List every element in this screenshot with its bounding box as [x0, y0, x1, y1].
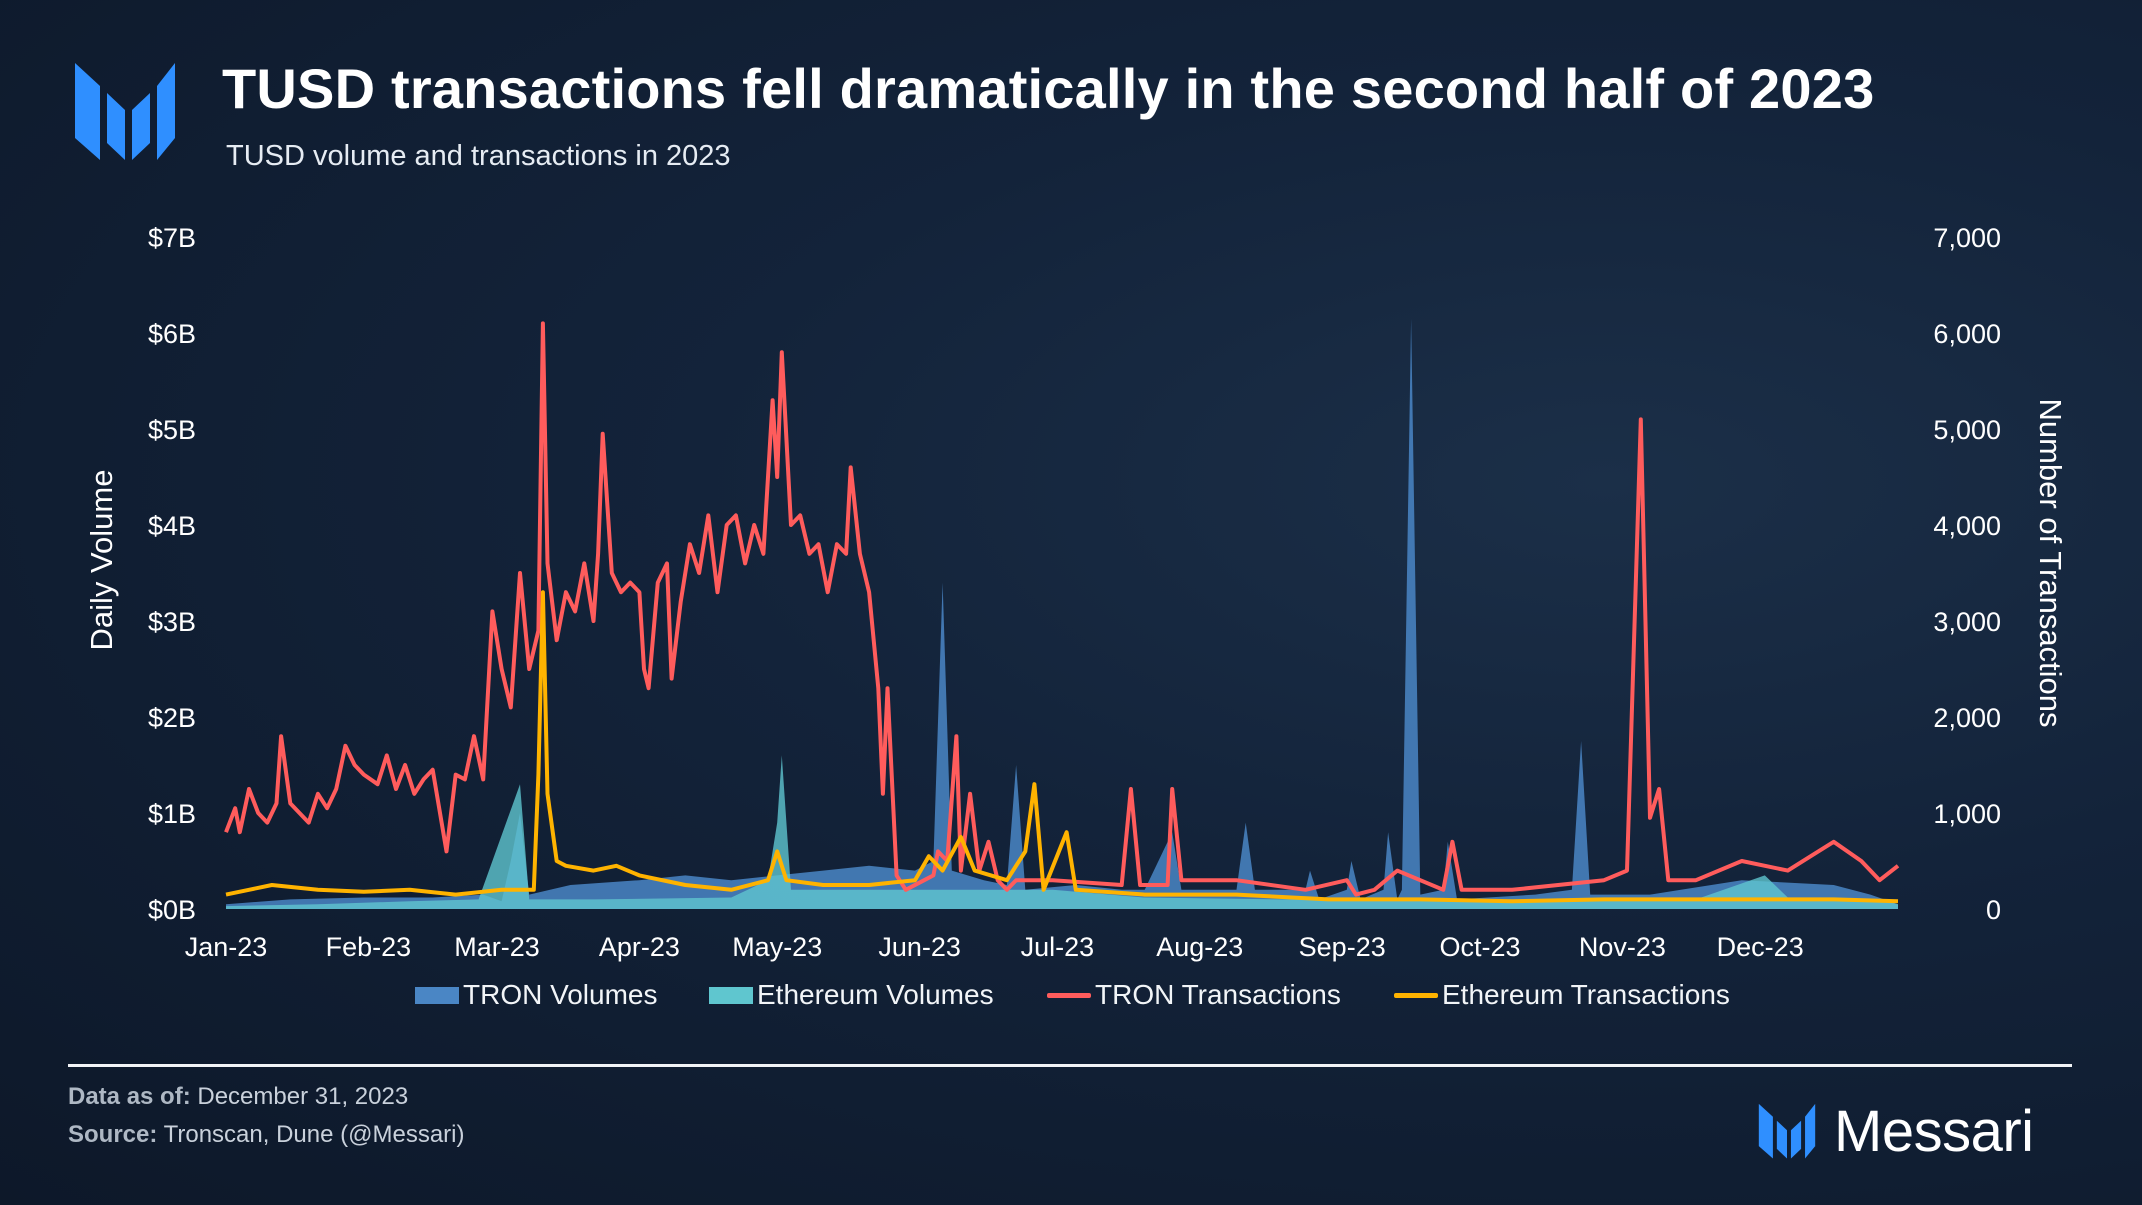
brand-logo: Messari	[1756, 1098, 2034, 1165]
brand-name: Messari	[1834, 1099, 2034, 1164]
x-tick-label: Jul-23	[1021, 932, 1095, 962]
legend-label: TRON Volumes	[463, 979, 658, 1010]
plot-area	[224, 318, 1900, 910]
legend: TRON Volumes Ethereum Volumes TRON Trans…	[0, 979, 2142, 1023]
y-right-tick-label: 6,000	[1933, 319, 2001, 349]
y-right-axis-title: Number of Transactions	[2033, 398, 2068, 727]
footer-divider	[68, 1064, 2072, 1067]
y-left-tick-label: $5B	[148, 415, 196, 445]
data-as-of-label: Data as of:	[68, 1083, 191, 1110]
y-right-tick-label: 5,000	[1933, 415, 2001, 445]
y-left-tick-label: $6B	[148, 319, 196, 349]
legend-tron-transactions: TRON Transactions	[1047, 979, 1341, 1011]
legend-label: TRON Transactions	[1095, 979, 1341, 1010]
legend-swatch	[1394, 992, 1438, 998]
source-label: Source:	[68, 1121, 158, 1148]
y-left-tick-label: $2B	[148, 703, 196, 733]
messari-logo-icon	[1758, 1103, 1816, 1158]
x-tick-label: Nov-23	[1579, 932, 1666, 962]
legend-swatch	[415, 986, 459, 1004]
y-right-tick-label: 7,000	[1933, 223, 2001, 253]
y-right-tick-label: 2,000	[1933, 703, 2001, 733]
legend-label: Ethereum Transactions	[1442, 979, 1730, 1010]
x-tick-label: Jan-23	[185, 932, 268, 962]
x-tick-label: Mar-23	[454, 932, 540, 962]
axes: $0B $1B $2B $3B $4B $5B $6B $7B 0 1,000 2,000 3,000…	[84, 223, 2068, 962]
x-tick-label: Feb-23	[326, 932, 412, 962]
y-left-tick-label: $3B	[148, 607, 196, 637]
x-tick-label: Jun-23	[878, 932, 961, 962]
y-left-axis-title: Daily Volume	[84, 470, 119, 651]
legend-ethereum-transactions: Ethereum Transactions	[1394, 979, 1730, 1011]
legend-label: Ethereum Volumes	[757, 979, 994, 1010]
y-right-tick-label: 3,000	[1933, 607, 2001, 637]
legend-swatch	[709, 986, 753, 1004]
y-left-tick-label: $0B	[148, 895, 196, 925]
data-as-of: Data as of: December 31, 2023	[68, 1083, 408, 1111]
x-tick-label: Dec-23	[1717, 932, 1804, 962]
ethereum-transactions-line	[225, 590, 1899, 904]
source-value: Tronscan, Dune (@Messari)	[163, 1121, 465, 1148]
y-right-tick-label: 1,000	[1933, 799, 2001, 829]
y-right-tick-label: 4,000	[1933, 511, 2001, 541]
chart-title: TUSD transactions fell dramatically in t…	[222, 57, 1875, 120]
x-tick-label: Oct-23	[1439, 932, 1520, 962]
legend-swatch	[1047, 992, 1091, 998]
x-tick-label: Apr-23	[599, 932, 680, 962]
x-tick-label: Aug-23	[1156, 932, 1243, 962]
ethereum-volumes-area	[226, 755, 1898, 909]
legend-tron-volumes: TRON Volumes	[415, 979, 658, 1011]
x-tick-label: Sep-23	[1299, 932, 1386, 962]
chart-subtitle: TUSD volume and transactions in 2023	[226, 140, 731, 172]
messari-logo-icon	[70, 58, 180, 168]
legend-ethereum-volumes: Ethereum Volumes	[709, 979, 994, 1011]
y-right-tick-label: 0	[1986, 895, 2001, 925]
tron-transactions-line	[224, 321, 1900, 897]
y-left-tick-label: $4B	[148, 511, 196, 541]
data-as-of-value: December 31, 2023	[197, 1083, 409, 1110]
y-left-tick-label: $1B	[148, 799, 196, 829]
x-tick-label: May-23	[732, 932, 822, 962]
y-left-tick-label: $7B	[148, 223, 196, 253]
source-note: Source: Tronscan, Dune (@Messari)	[68, 1121, 464, 1149]
